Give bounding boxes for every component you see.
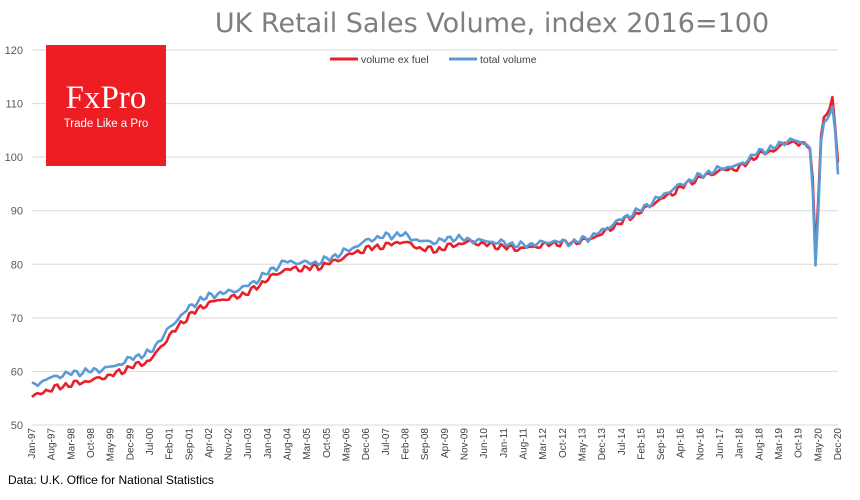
x-tick-label: Nov-16	[695, 428, 706, 461]
x-tick-label: May-20	[813, 428, 824, 462]
y-tick-label: 60	[11, 366, 23, 378]
x-tick-label: Dec-20	[833, 428, 844, 461]
y-tick-label: 80	[11, 259, 23, 271]
x-tick-label: Jan-97	[27, 428, 38, 459]
y-axis-ticks: 50 60 70 80 90 100 110 120	[5, 45, 23, 432]
y-tick-label: 100	[5, 152, 23, 164]
x-tick-label: Jul-07	[381, 428, 392, 456]
x-tick-label: Feb-01	[165, 428, 176, 460]
x-tick-label: Aug-04	[283, 428, 294, 461]
x-tick-label: Nov-09	[459, 428, 470, 461]
logo-tagline: Trade Like a Pro	[64, 118, 149, 130]
x-tick-label: May-99	[106, 428, 117, 462]
y-tick-label: 70	[11, 313, 23, 325]
logo-brand: FxPro	[66, 80, 147, 116]
legend-label-volume-ex-fuel: volume ex fuel	[361, 54, 429, 66]
x-tick-label: Oct-98	[86, 428, 97, 458]
x-tick-label: Aug-18	[754, 428, 765, 461]
x-tick-label: Sep-15	[656, 428, 667, 461]
source-note: Data: U.K. Office for National Statistic…	[8, 473, 214, 487]
chart-title: UK Retail Sales Volume, index 2016=100	[215, 8, 769, 39]
y-tick-label: 110	[5, 99, 23, 111]
x-tick-label: Jan-04	[263, 428, 274, 459]
y-tick-label: 120	[5, 45, 23, 57]
x-tick-label: Jun-03	[243, 428, 254, 459]
y-tick-label: 90	[11, 206, 23, 218]
fxpro-logo: FxPro Trade Like a Pro	[46, 45, 166, 166]
x-tick-label: Sep-08	[420, 428, 431, 461]
legend-label-total-volume: total volume	[480, 54, 537, 66]
series-lines	[31, 95, 840, 399]
x-tick-label: Apr-16	[676, 428, 687, 458]
series-line-total-volume	[31, 105, 840, 388]
x-tick-label: Jul-00	[145, 428, 156, 456]
legend: volume ex fuel total volume	[330, 54, 537, 66]
x-axis-ticks: Jan-97 Aug-97 Mar-98 Oct-98 May-99 Dec-99 Jul-…	[27, 428, 844, 462]
x-tick-label: May-13	[577, 428, 588, 462]
x-tick-label: Jun-10	[479, 428, 490, 459]
x-tick-label: Oct-19	[794, 428, 805, 458]
x-tick-label: Jan-18	[735, 428, 746, 459]
x-tick-label: Sep-01	[184, 428, 195, 461]
x-tick-label: Mar-05	[302, 428, 313, 460]
x-tick-label: Mar-12	[538, 428, 549, 460]
x-tick-label: Dec-13	[597, 428, 608, 461]
x-tick-label: Dec-99	[125, 428, 136, 461]
x-tick-label: Nov-02	[224, 428, 235, 461]
x-tick-label: May-06	[342, 428, 353, 462]
gridlines	[32, 49, 838, 426]
x-tick-label: Dec-06	[361, 428, 372, 461]
x-tick-label: Oct-12	[558, 428, 569, 458]
x-tick-label: Aug-97	[47, 428, 58, 461]
x-tick-label: Jul-14	[617, 428, 628, 456]
y-tick-label: 50	[11, 420, 23, 432]
x-tick-label: Apr-09	[440, 428, 451, 458]
x-tick-label: Mar-19	[774, 428, 785, 460]
x-tick-label: Aug-11	[518, 428, 529, 460]
x-tick-label: Apr-02	[204, 428, 215, 458]
x-tick-label: Jan-11	[499, 428, 510, 458]
x-tick-label: Feb-15	[636, 428, 647, 460]
x-tick-label: Jun-17	[715, 428, 726, 459]
x-tick-label: Mar-98	[66, 428, 77, 460]
x-tick-label: Oct-05	[322, 428, 333, 458]
logo-background	[46, 45, 166, 166]
x-tick-label: Feb-08	[401, 428, 412, 460]
